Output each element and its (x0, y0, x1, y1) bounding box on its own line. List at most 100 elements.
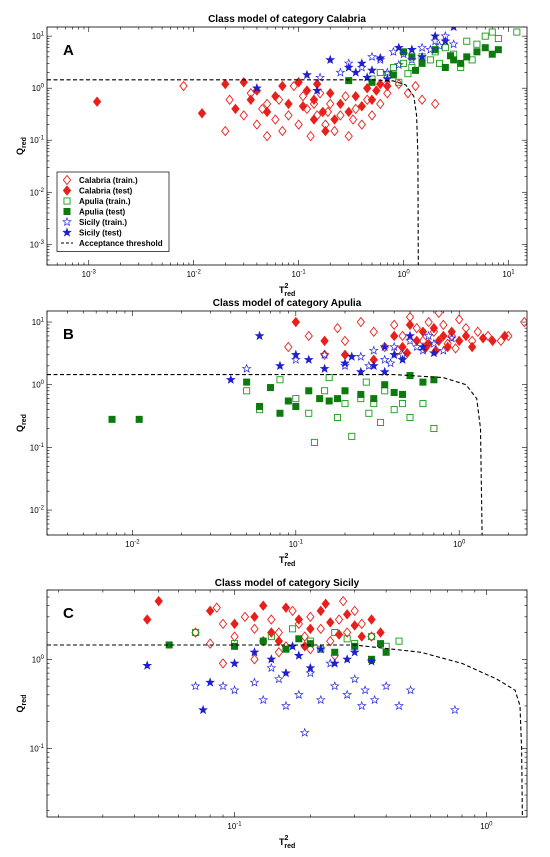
legend: Calabria (train.)Calabria (test)Apulia (… (56, 171, 170, 252)
chart-title: Class model of category Sicily (215, 578, 360, 589)
data-point (179, 80, 188, 92)
panel-a: Class model of category Calabria 10-3 10-2… (15, 14, 528, 298)
data-point (267, 627, 276, 638)
data-point (309, 98, 319, 110)
data-point (191, 627, 200, 638)
data-point (377, 418, 385, 426)
data-point (240, 611, 250, 623)
data-point (365, 409, 373, 417)
data-point (288, 605, 297, 617)
data-point (225, 94, 234, 105)
data-point (341, 387, 349, 395)
data-point (417, 42, 427, 52)
data-point (326, 617, 335, 628)
data-point (256, 402, 264, 410)
data-point (306, 623, 315, 635)
data-point (405, 685, 416, 695)
data-point (439, 330, 448, 342)
series-star-open (190, 658, 460, 737)
y-tick-label: 100 (32, 380, 45, 390)
data-point (246, 94, 255, 105)
data-point (243, 378, 251, 386)
legend-marker (63, 197, 71, 205)
legend-entry: Calabria (test) (79, 187, 133, 196)
data-point (312, 85, 323, 95)
data-point (278, 125, 287, 137)
data-point (336, 98, 345, 110)
data-point (142, 660, 153, 670)
data-point (411, 80, 420, 92)
data-points (92, 27, 521, 142)
data-point (349, 673, 360, 684)
data-point (349, 647, 360, 657)
data-point (390, 319, 399, 331)
data-point (231, 103, 240, 115)
data-point (372, 85, 381, 96)
data-point (488, 28, 496, 36)
data-point (417, 94, 427, 105)
data-point (340, 349, 350, 361)
data-point (321, 598, 330, 610)
data-point (318, 106, 328, 118)
data-point (463, 37, 471, 45)
data-point (455, 314, 464, 325)
data-point (329, 681, 340, 691)
data-point (316, 623, 325, 635)
data-point (385, 358, 396, 368)
data-point (266, 662, 277, 673)
data-point (300, 631, 309, 642)
data-point (379, 354, 390, 364)
data-point (266, 384, 275, 392)
data-point (473, 40, 481, 48)
legend-marker (62, 174, 72, 186)
data-point (440, 36, 451, 46)
data-point (230, 618, 239, 630)
data-point (363, 82, 372, 94)
series-diamond-filled (291, 316, 509, 365)
y-tick-label: 10-1 (30, 443, 45, 453)
data-point (451, 343, 460, 354)
data-point (430, 31, 441, 41)
series-square-filled (108, 372, 438, 423)
data-point (389, 349, 400, 359)
data-point (398, 330, 407, 342)
panel-letter: C (63, 605, 74, 622)
data-point (424, 316, 433, 328)
data-point (357, 631, 366, 642)
series-star-filled (142, 641, 377, 715)
legend-box (56, 171, 170, 252)
data-point (447, 326, 456, 337)
data-point (389, 71, 397, 79)
data-point (344, 130, 353, 142)
data-point (351, 103, 360, 115)
data-point (259, 637, 267, 645)
data-point (198, 704, 208, 715)
data-point (381, 381, 389, 389)
data-point (302, 85, 312, 96)
x-axis-label: T2 red (279, 283, 295, 298)
data-point (446, 52, 455, 60)
data-point (381, 387, 389, 395)
data-point (429, 322, 439, 334)
data-point (271, 114, 280, 125)
data-point (316, 605, 325, 617)
data-point (341, 400, 349, 408)
data-point (473, 48, 481, 56)
data-point (418, 341, 428, 352)
data-point (281, 700, 291, 711)
acceptance-threshold-line (47, 374, 483, 535)
data-point (305, 667, 316, 678)
data-point (281, 602, 291, 613)
data-point (430, 36, 441, 46)
data-point (345, 77, 353, 85)
data-point (425, 44, 436, 54)
acceptance-threshold-line (47, 79, 419, 265)
y-tick-label: 101 (32, 32, 45, 42)
data-point (473, 326, 482, 337)
data-point (383, 88, 392, 99)
data-point (305, 409, 313, 417)
data-point (289, 80, 299, 92)
data-point (326, 98, 335, 110)
data-point (331, 648, 339, 656)
